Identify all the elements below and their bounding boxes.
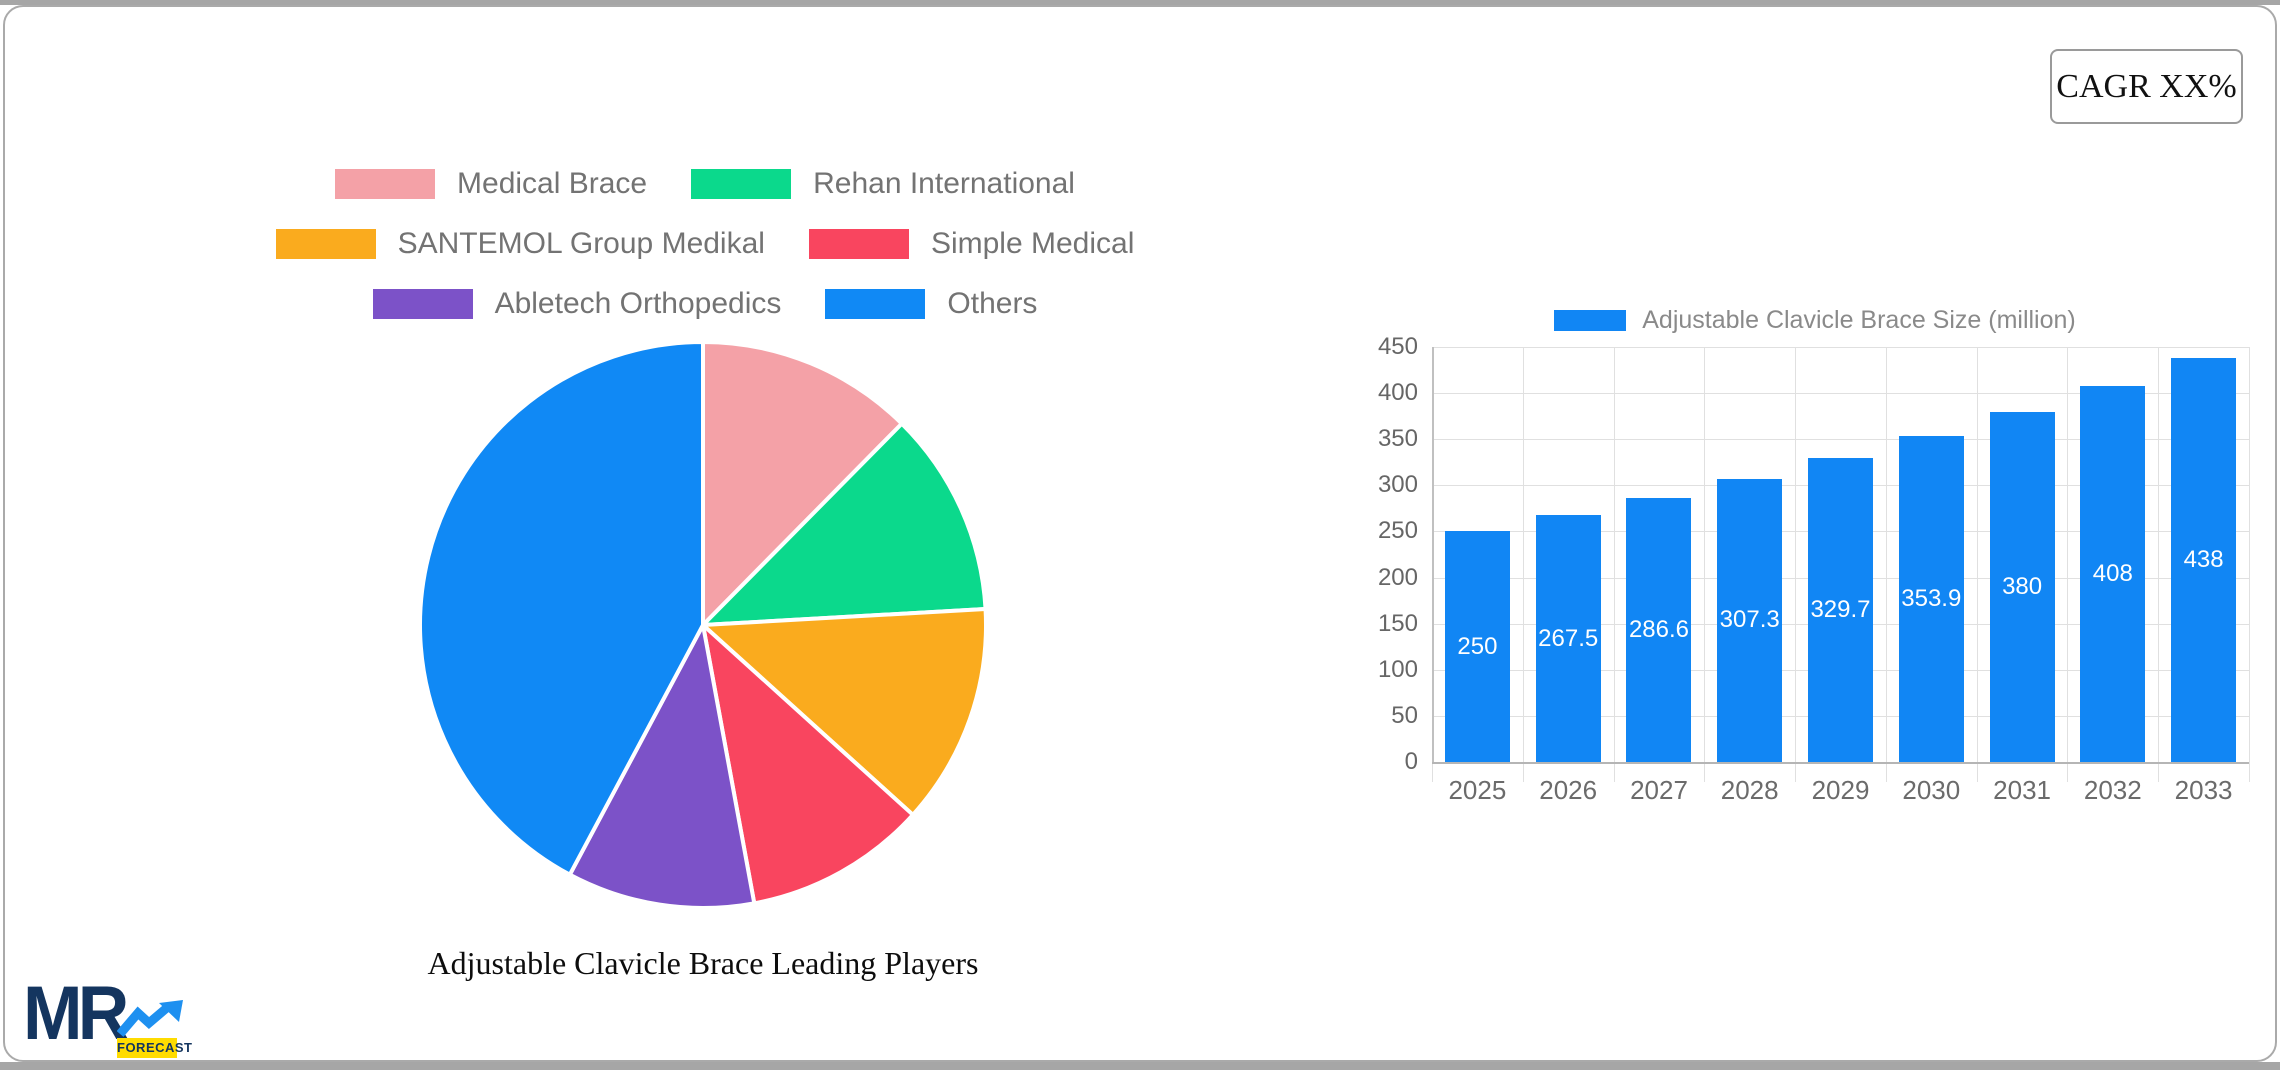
- bar-2032: [2080, 385, 2146, 762]
- cagr-badge: CAGR XX%: [2050, 49, 2243, 124]
- medical-brace-swatch: [335, 169, 436, 199]
- y-axis-label-0: 0: [1404, 748, 1418, 775]
- bar-2028: [1717, 478, 1783, 762]
- x-gridline-7: [2067, 347, 2069, 782]
- pie-slice-abletech-orthopedics: [567, 623, 757, 910]
- x-gridline-4: [1795, 347, 1797, 782]
- x-gridline-3: [1704, 347, 1706, 782]
- cagr-label: CAGR XX%: [2056, 67, 2237, 105]
- bottom-border-strip: [0, 1062, 2280, 1070]
- mrforecast-logo: MR FORECAST: [23, 976, 193, 1062]
- bar-2026: [1535, 515, 1601, 762]
- rehan-international-swatch: [691, 169, 792, 199]
- pie-slice-santemol-group-medikal: [701, 607, 988, 817]
- pie-slice-others: [417, 340, 705, 877]
- bar-legend-swatch: [1554, 309, 1627, 331]
- x-axis-label-2026: 2026: [1539, 775, 1598, 805]
- pie-legend-item-rehan-international: Rehan International: [691, 167, 1075, 201]
- report-card: CAGR XX% Medical Brace Rehan Internationa…: [3, 5, 2277, 1062]
- x-gridline-5: [1885, 347, 1887, 782]
- pie-legend-item-simple-medical: Simple Medical: [808, 227, 1135, 261]
- others-label: Others: [947, 287, 1038, 320]
- medical-brace-label: Medical Brace: [457, 167, 648, 200]
- y-axis-label-50: 50: [1391, 701, 1418, 729]
- x-axis-label-2032: 2032: [2083, 775, 2142, 805]
- bar-2033: [2171, 358, 2237, 762]
- bar-value-label-2026: 267.5: [1538, 624, 1599, 652]
- pie-slice-medical-brace: [701, 340, 904, 627]
- y-gridline-450: [1432, 347, 2249, 348]
- pie-chart-title: Adjustable Clavicle Brace Leading Player…: [427, 945, 979, 981]
- pie-legend-item-others: Others: [825, 287, 1037, 321]
- pie-legend-item-abletech-orthopedics: Abletech Orthopedics: [372, 287, 782, 321]
- trend-arrow-icon: [117, 1000, 183, 1037]
- top-border-strip: [0, 0, 2280, 5]
- x-axis-label-2025: 2025: [1448, 775, 1507, 805]
- bar-value-label-2031: 380: [2002, 572, 2043, 600]
- abletech-orthopedics-label: Abletech Orthopedics: [494, 287, 782, 320]
- x-gridline-9: [2249, 347, 2250, 782]
- y-axis-label-200: 200: [1377, 563, 1418, 591]
- pie-slice-simple-medical: [701, 623, 915, 906]
- logo-forecast-badge: FORECAST: [117, 1038, 192, 1058]
- simple-medical-label: Simple Medical: [930, 227, 1135, 260]
- y-axis-label-450: 450: [1377, 333, 1418, 360]
- rehan-international-label: Rehan International: [813, 167, 1075, 200]
- bar-value-label-2030: 353.9: [1901, 584, 1962, 612]
- y-axis-label-300: 300: [1377, 471, 1418, 499]
- bar-value-label-2028: 307.3: [1719, 606, 1780, 634]
- x-gridline-6: [1976, 347, 1978, 782]
- logo-mr-text: MR: [23, 971, 129, 1056]
- bar-value-label-2033: 438: [2183, 546, 2224, 573]
- pie-legend: Medical Brace Rehan International SANTEMOL…: [165, 167, 1245, 321]
- others-swatch: [825, 289, 926, 319]
- x-axis-label-2027: 2027: [1630, 775, 1688, 805]
- pie-chart: [417, 340, 988, 910]
- y-axis-label-150: 150: [1377, 609, 1418, 637]
- bar-2031: [1989, 411, 2055, 762]
- x-gridline-1: [1522, 347, 1524, 782]
- pie-legend-row: Abletech Orthopedics Others: [165, 287, 1245, 321]
- simple-medical-swatch: [808, 229, 909, 259]
- bar-value-label-2032: 408: [2092, 559, 2133, 587]
- bar-value-label-2025: 250: [1457, 632, 1498, 660]
- bar-2030: [1898, 435, 1964, 762]
- x-axis-line: [1432, 762, 2249, 764]
- x-axis-label-2033: 2033: [2174, 775, 2233, 805]
- bar-value-label-2027: 286.6: [1628, 615, 1690, 643]
- pie-legend-item-medical-brace: Medical Brace: [335, 167, 647, 201]
- santemol-group-medikal-label: SANTEMOL Group Medikal: [397, 227, 765, 260]
- x-axis-label-2030: 2030: [1902, 775, 1961, 805]
- bar-chart-legend: Adjustable Clavicle Brace Size (million): [1465, 305, 2165, 335]
- bar-2025: [1444, 531, 1510, 762]
- pie-legend-item-santemol-group-medikal: SANTEMOL Group Medikal: [275, 227, 765, 261]
- santemol-group-medikal-swatch: [275, 229, 376, 259]
- y-axis-label-350: 350: [1377, 425, 1418, 453]
- y-axis-label-250: 250: [1377, 517, 1418, 545]
- bar-value-label-2029: 329.7: [1810, 596, 1871, 623]
- x-gridline-2: [1613, 347, 1615, 782]
- bar-2027: [1626, 497, 1692, 762]
- y-gridline-400: [1432, 393, 2249, 395]
- bar-legend-label: Adjustable Clavicle Brace Size (million): [1642, 305, 2076, 334]
- bar-chart-plot: 0 50 100 150 200 250 300 350 400 450 250 2025 267.5 2…: [1378, 333, 2250, 805]
- y-gridline-350: [1432, 439, 2249, 441]
- x-gridline-8: [2158, 347, 2160, 782]
- y-axis-label-400: 400: [1377, 379, 1418, 407]
- x-axis-label-2031: 2031: [1993, 775, 2051, 805]
- pie-slice-rehan-international: [701, 421, 988, 627]
- abletech-orthopedics-swatch: [372, 289, 473, 319]
- pie-legend-row: Medical Brace Rehan International: [165, 167, 1245, 201]
- y-axis-line: [1432, 347, 1434, 764]
- y-axis-label-100: 100: [1377, 655, 1418, 683]
- x-axis-label-2028: 2028: [1720, 775, 1779, 805]
- bar-2029: [1808, 457, 1873, 762]
- x-axis-label-2029: 2029: [1811, 775, 1870, 805]
- pie-legend-row: SANTEMOL Group Medikal Simple Medical: [165, 227, 1245, 261]
